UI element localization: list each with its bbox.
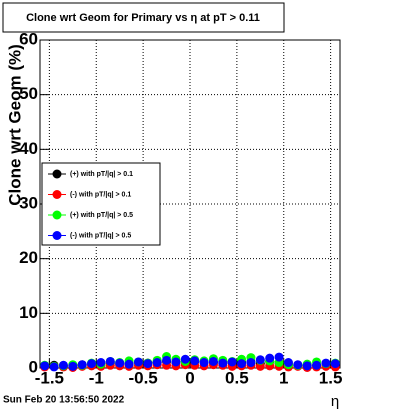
- marker: [49, 362, 59, 372]
- marker: [302, 361, 312, 371]
- timestamp: Sun Feb 20 13:56:50 2022: [3, 395, 125, 406]
- title-box: [2, 2, 285, 33]
- legend-box: [41, 162, 161, 246]
- y-tick-label: 20: [19, 248, 38, 267]
- x-tick-label: -1: [89, 368, 104, 387]
- marker: [162, 355, 172, 365]
- marker: [246, 358, 256, 368]
- x-axis-title: η: [331, 393, 339, 409]
- legend-label: (-) with pT/|q| > 0.1: [70, 191, 131, 198]
- legend-marker: [52, 190, 62, 199]
- marker: [330, 359, 340, 369]
- marker: [105, 356, 115, 366]
- marker: [58, 360, 68, 370]
- marker: [227, 357, 237, 367]
- marker: [143, 359, 153, 369]
- x-tick-label: 0: [185, 368, 194, 387]
- marker: [180, 354, 190, 364]
- y-tick-label: 0: [29, 357, 38, 376]
- marker: [152, 358, 162, 368]
- marker: [115, 358, 125, 368]
- legend-label: (+) with pT/|q| > 0.5: [70, 212, 133, 219]
- marker: [199, 358, 209, 368]
- legend-marker: [52, 210, 62, 220]
- marker: [208, 356, 218, 366]
- chart-title: Clone wrt Geom for Primary vs η at pT > …: [26, 12, 260, 24]
- marker: [283, 358, 293, 368]
- marker: [96, 358, 106, 368]
- marker: [77, 360, 87, 370]
- x-tick-label: -1.5: [35, 368, 64, 387]
- marker: [237, 359, 247, 369]
- marker: [321, 358, 331, 368]
- marker: [218, 358, 228, 368]
- marker: [274, 352, 284, 362]
- marker: [312, 360, 322, 370]
- legend-marker: [52, 231, 62, 240]
- marker: [87, 359, 97, 369]
- plot-area: [40, 39, 340, 372]
- y-tick-label: 10: [19, 303, 38, 322]
- y-tick-label: 40: [19, 139, 38, 158]
- y-tick-label: 30: [19, 193, 38, 212]
- marker: [265, 353, 275, 363]
- legend: (+) with pT/|q| > 0.1 (-) with pT/|q| > 0…: [41, 162, 161, 246]
- marker: [190, 356, 200, 366]
- marker: [255, 355, 265, 365]
- legend-label: (-) with pT/|q| > 0.5: [70, 232, 131, 239]
- marker: [171, 357, 181, 367]
- legend-marker: [52, 169, 62, 179]
- x-tick-label: 1: [279, 368, 288, 387]
- y-tick-label: 60: [19, 29, 38, 48]
- x-tick-label: 1.5: [319, 368, 343, 387]
- legend-label: (+) with pT/|q| > 0.1: [70, 171, 133, 178]
- marker: [68, 361, 78, 371]
- marker: [133, 357, 143, 367]
- marker: [293, 360, 303, 370]
- y-tick-label: 50: [19, 84, 38, 103]
- x-tick-label: 0.5: [225, 368, 249, 387]
- x-tick-label: -0.5: [128, 368, 157, 387]
- marker: [124, 359, 134, 369]
- y-axis-title: Clone wrt Geom (%): [5, 44, 24, 206]
- marker: [40, 361, 50, 371]
